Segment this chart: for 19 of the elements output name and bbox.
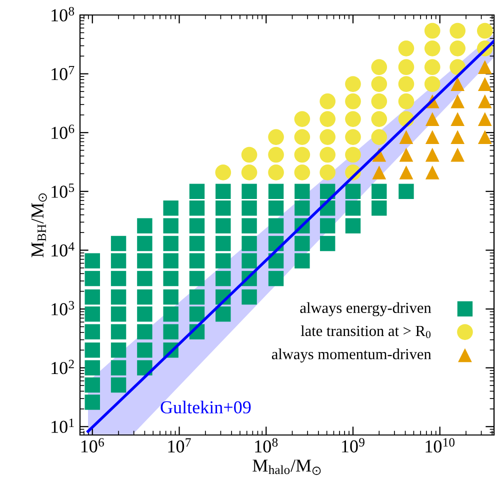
y-tick-label: 10$^{3}$ [52, 301, 74, 316]
x-tick-label: 10$^{6}$ [81, 438, 104, 452]
legend-label: always energy-driven [300, 302, 432, 316]
y-tick-label: 10$^{6}$ [52, 124, 74, 139]
legend-label: always momentum-driven [272, 348, 432, 362]
y-tick-label: 10$^{1}$ [52, 418, 74, 433]
legend-label: late transition at > R$_{0}$ [300, 325, 431, 338]
y-tick-label: 10$^{2}$ [52, 360, 74, 374]
x-tick-label: 10$^{7}$ [168, 438, 191, 453]
x-tick-label: 10$^{10}$ [426, 438, 455, 453]
x-axis-title: M$_{halo}$/M$_{⊙}$ [252, 460, 321, 476]
y-axis-title: M$_{BH}$/M$_{⊙}$ [32, 193, 47, 258]
y-tick-label: 10$^{5}$ [52, 184, 74, 198]
x-tick-label: 10$^{8}$ [255, 438, 278, 453]
y-tick-label: 10$^{4}$ [52, 242, 74, 257]
annotation: Gultekin+09 [160, 400, 251, 414]
y-tick-label: 10$^{8}$ [52, 7, 74, 22]
x-tick-label: 10$^{9}$ [342, 438, 364, 452]
y-tick-label: 10$^{7}$ [52, 66, 74, 80]
